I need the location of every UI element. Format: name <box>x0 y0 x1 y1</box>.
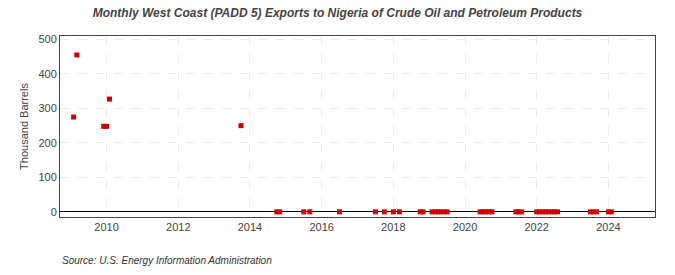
svg-text:2014: 2014 <box>238 221 262 233</box>
svg-text:2024: 2024 <box>596 221 620 233</box>
svg-text:2010: 2010 <box>94 221 118 233</box>
svg-text:300: 300 <box>38 102 56 114</box>
svg-text:2022: 2022 <box>524 221 548 233</box>
svg-text:2016: 2016 <box>309 221 333 233</box>
svg-text:Thousand Barrels: Thousand Barrels <box>18 83 30 170</box>
svg-text:0: 0 <box>51 206 57 218</box>
svg-text:2018: 2018 <box>381 221 405 233</box>
svg-text:100: 100 <box>38 171 56 183</box>
svg-text:400: 400 <box>38 68 56 80</box>
svg-text:200: 200 <box>38 137 56 149</box>
svg-text:500: 500 <box>38 33 56 45</box>
svg-text:Source: U.S. Energy Informatio: Source: U.S. Energy Information Administ… <box>62 255 272 266</box>
svg-text:2020: 2020 <box>453 221 477 233</box>
svg-text:2012: 2012 <box>166 221 190 233</box>
svg-text:Monthly West Coast (PADD 5) Ex: Monthly West Coast (PADD 5) Exports to N… <box>93 6 583 20</box>
